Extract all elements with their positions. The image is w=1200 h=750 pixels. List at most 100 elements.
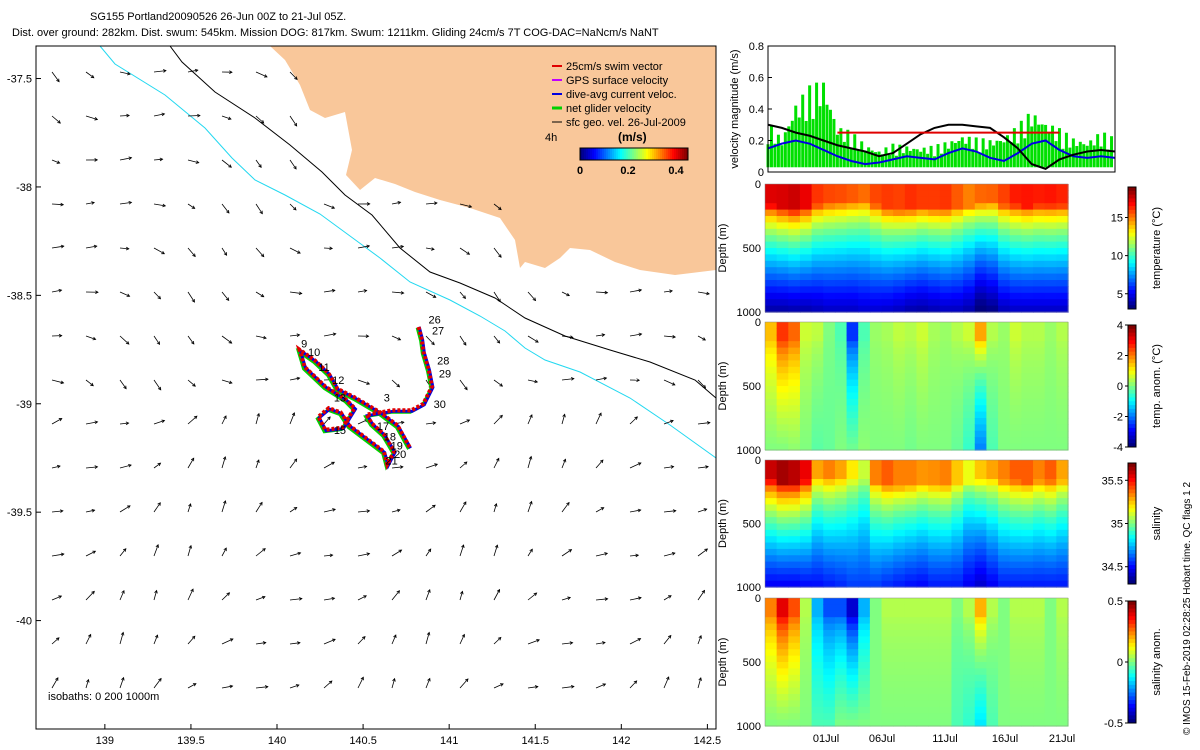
heatmap-cell (986, 418, 999, 425)
heatmap-cell (858, 642, 871, 650)
vector-arrow (425, 632, 430, 645)
heatmap-cell (939, 681, 953, 689)
heatmap-cell (858, 479, 871, 486)
heatmap-cell (834, 555, 848, 563)
vector-arrowhead (332, 332, 337, 336)
heatmap-cell (799, 649, 813, 657)
vector-arrow (119, 335, 130, 345)
heatmap-cell (869, 642, 883, 650)
heatmap-cell (858, 430, 871, 438)
vector-arrowhead (603, 376, 608, 381)
heatmap-cell (939, 190, 953, 198)
heatmap-cell (811, 555, 824, 563)
dive-label: 18 (384, 432, 396, 444)
vector-arrow (493, 379, 503, 387)
colorbar-tick-label: 0 (577, 165, 583, 177)
heatmap-cell (811, 260, 824, 268)
heatmap-cell (974, 430, 988, 438)
vector-arrowhead (94, 117, 99, 121)
vector-arrow (255, 459, 260, 469)
heatmap-cell (881, 662, 894, 669)
heatmap-cell (1033, 479, 1046, 486)
colorbar-cell (610, 148, 613, 160)
heatmap-cell (998, 668, 1011, 676)
colorbar-cell (652, 148, 655, 160)
vector-arrowhead (393, 634, 397, 639)
vector-arrowhead (698, 634, 702, 639)
vector-arrowhead (463, 342, 467, 346)
heatmap-cell (1044, 292, 1057, 300)
heatmap-cell (776, 642, 789, 650)
heatmap-cell (1021, 655, 1034, 663)
vector-arrow (527, 291, 536, 301)
heatmap-cell (1044, 655, 1057, 663)
vector-arrowhead (461, 633, 465, 638)
heatmap-cell (834, 190, 848, 198)
heatmap-cell (881, 630, 894, 637)
heatmap-cell (951, 719, 964, 727)
heatmap-cell (869, 190, 883, 198)
heatmap-cell (1033, 604, 1046, 612)
heatmap-cell (1044, 254, 1057, 262)
heatmap-cell (963, 292, 976, 300)
vector-arrow (85, 634, 92, 645)
heatmap-cell (823, 604, 836, 612)
heatmap-cell (834, 203, 848, 211)
isobath-note: isobaths: 0 200 1000m (48, 691, 159, 703)
vector-arrow (289, 598, 302, 601)
vector-arrowhead (60, 202, 65, 207)
heatmap-cell (893, 517, 906, 525)
heatmap-cell (765, 418, 778, 425)
heatmap-cell (1044, 386, 1057, 393)
colorbar-cell (664, 148, 667, 160)
heatmap-cell (834, 184, 848, 191)
dive-label: 20 (394, 449, 406, 461)
vector-arrowhead (161, 250, 166, 255)
vector-arrowhead (297, 551, 302, 556)
heatmap-cell (811, 674, 824, 682)
heatmap-cell (986, 523, 999, 531)
heatmap-cell (1021, 694, 1034, 701)
heatmap-cell (788, 668, 801, 676)
heatmap-cell (928, 706, 941, 714)
heatmap-cell (811, 517, 824, 525)
heatmap-cell (858, 184, 871, 191)
heatmap-cell (939, 228, 953, 236)
heatmap-cell (823, 523, 836, 531)
heatmap-cell (998, 674, 1011, 682)
heatmap-cell (963, 286, 976, 294)
vector-arrow (663, 335, 676, 338)
heatmap-cell (858, 504, 871, 512)
heatmap-cell (881, 674, 894, 682)
vector-arrowhead (463, 461, 468, 465)
heatmap-cell (1021, 222, 1034, 230)
heatmap-cell (1021, 260, 1034, 268)
heatmap-cell (788, 542, 801, 550)
colorbar-cell (680, 148, 683, 160)
heatmap-cell (858, 241, 871, 249)
vector-arrowhead (94, 420, 99, 425)
heatmap-cell (765, 411, 778, 419)
section-colorbar-cell (1128, 382, 1136, 387)
vector-arrowhead (223, 547, 227, 552)
vector-arrowhead (195, 160, 200, 164)
heatmap-cell (974, 542, 988, 550)
heatmap-cell (916, 354, 929, 361)
vector-arrowhead (128, 200, 133, 205)
heatmap-cell (963, 366, 976, 374)
heatmap-cell (846, 574, 859, 582)
section-colorbar-cell (1128, 601, 1136, 606)
velocity-series-line (767, 123, 1116, 170)
heatmap-cell (893, 241, 906, 249)
heatmap-cell (939, 411, 953, 419)
depth-tick-label: 500 (743, 381, 761, 393)
heatmap-cell (986, 498, 999, 506)
heatmap-cell (788, 630, 801, 637)
heatmap-cell (904, 292, 918, 300)
heatmap-cell (939, 642, 953, 650)
heatmap-cell (811, 700, 824, 708)
heatmap-cell (1033, 580, 1046, 588)
heatmap-cell (1009, 719, 1022, 727)
heatmap-cell (1056, 347, 1069, 355)
heatmap-cell (1021, 424, 1034, 432)
